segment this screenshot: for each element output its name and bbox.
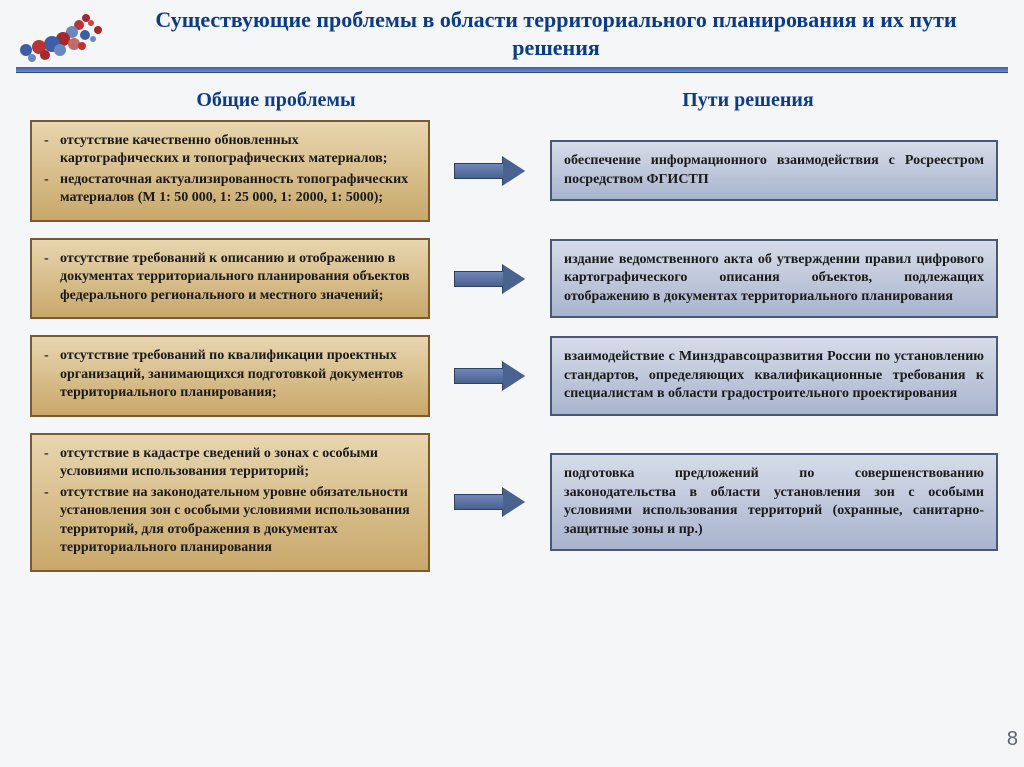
logo-dot [78, 42, 86, 50]
problem-solution-row: -отсутствие требований по квалификации п… [30, 335, 998, 416]
arrow [430, 488, 550, 516]
problem-text: отсутствие качественно обновленных карто… [60, 132, 416, 169]
bullet-dash: - [44, 445, 60, 482]
problem-box: -отсутствие качественно обновленных карт… [30, 120, 430, 222]
logo-dot [54, 44, 66, 56]
logo-dot [40, 50, 50, 60]
logo-dot [28, 54, 36, 62]
problem-solution-row: -отсутствие качественно обновленных карт… [30, 120, 998, 222]
column-header-solutions: Пути решения [512, 89, 984, 112]
arrow [430, 157, 550, 185]
solution-box: взаимодействие с Минздравсоцразвития Рос… [550, 336, 998, 415]
problem-solution-row: -отсутствие требований к описанию и отоб… [30, 238, 998, 319]
logo-dot [94, 26, 102, 34]
logo-dot [80, 30, 90, 40]
solution-box: подготовка предложений по совершенствова… [550, 453, 998, 551]
page-title: Существующие проблемы в области территор… [108, 6, 1004, 61]
arrow [430, 362, 550, 390]
logo [10, 10, 108, 60]
problem-box: -отсутствие требований по квалификации п… [30, 335, 430, 416]
logo-dot [90, 36, 96, 42]
problem-text: отсутствие требований к описанию и отобр… [60, 250, 416, 305]
problem-box: -отсутствие в кадастре сведений о зонах … [30, 433, 430, 572]
problem-box: -отсутствие требований к описанию и отоб… [30, 238, 430, 319]
column-header-problems: Общие проблемы [40, 89, 512, 112]
problem-text: отсутствие на законодательном уровне обя… [60, 484, 416, 558]
bullet-dash: - [44, 132, 60, 169]
bullet-dash: - [44, 250, 60, 305]
problem-text: недостаточная актуализированность топогр… [60, 171, 416, 208]
header-rule [16, 67, 1008, 73]
bullet-dash: - [44, 347, 60, 402]
problem-text: отсутствие в кадастре сведений о зонах с… [60, 445, 416, 482]
bullet-dash: - [44, 171, 60, 208]
problem-text: отсутствие требований по квалификации пр… [60, 347, 416, 402]
arrow [430, 265, 550, 293]
solution-box: обеспечение информационного взаимодейств… [550, 140, 998, 201]
solution-box: издание ведомственного акта об утвержден… [550, 239, 998, 318]
bullet-dash: - [44, 484, 60, 558]
page-number: 8 [1007, 728, 1018, 751]
problem-solution-row: -отсутствие в кадастре сведений о зонах … [30, 433, 998, 572]
logo-dot [88, 20, 94, 26]
